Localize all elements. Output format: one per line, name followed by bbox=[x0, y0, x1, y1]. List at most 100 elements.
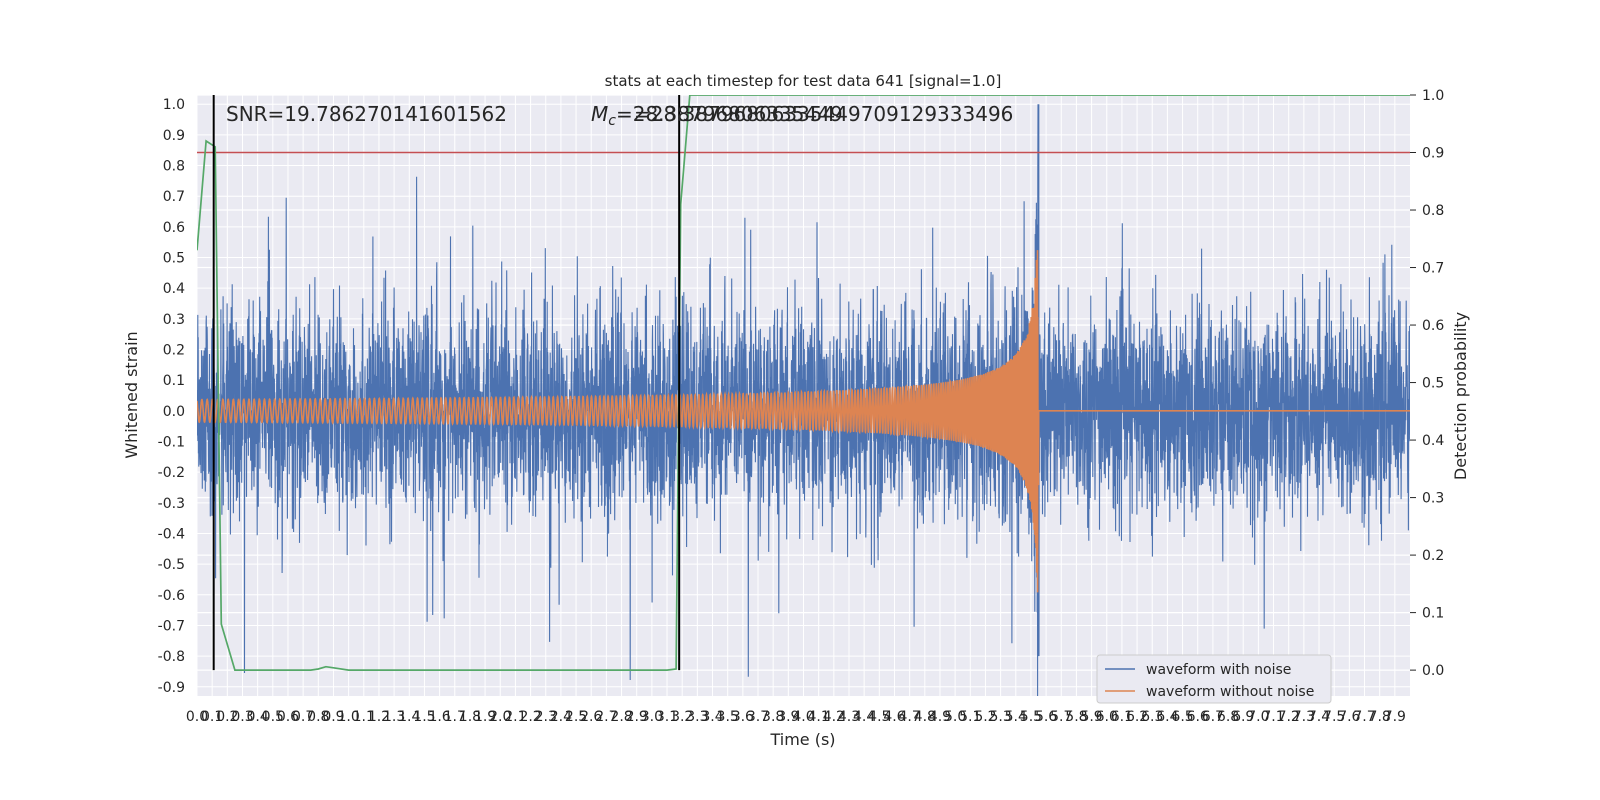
y-tick-label: 0.1 bbox=[163, 373, 185, 389]
x-tick-label: 1.8 bbox=[459, 709, 481, 725]
legend-box bbox=[1096, 654, 1332, 704]
x-tick-label: 0.0 bbox=[186, 709, 208, 725]
x-tick-label: 5.9 bbox=[1080, 709, 1102, 725]
y-tick-label: 0.5 bbox=[163, 251, 185, 267]
x-tick-label: 0.5 bbox=[262, 709, 284, 725]
x-tick-label: 3.0 bbox=[641, 709, 663, 725]
x-tick-label: 6.6 bbox=[1187, 709, 1209, 725]
x-tick-label: 1.1 bbox=[353, 709, 375, 725]
y2-axis-label: Detection probability bbox=[1451, 312, 1470, 480]
x-tick-label: 5.3 bbox=[989, 709, 1011, 725]
x-tick-label: 7.9 bbox=[1384, 709, 1406, 725]
x-tick-label: 1.7 bbox=[444, 709, 466, 725]
x-tick-label: 4.8 bbox=[914, 709, 936, 725]
mc-annotation-overlap: =28.38796806335449709129333496 bbox=[634, 102, 1013, 126]
series-detection-probability bbox=[197, 95, 1410, 671]
y-axis-label: Whitened strain bbox=[122, 331, 141, 458]
x-tick-label: 3.5 bbox=[717, 709, 739, 725]
series-waveform-without-noise bbox=[197, 250, 1410, 593]
x-tick-label: 5.5 bbox=[1020, 709, 1042, 725]
x-tick-label: 7.2 bbox=[1278, 709, 1300, 725]
x-tick-label: 4.7 bbox=[899, 709, 921, 725]
mc-value: =28.38796806335449 bbox=[616, 102, 843, 126]
x-tick-label: 7.5 bbox=[1323, 709, 1345, 725]
series-waveform-with-noise bbox=[197, 104, 1410, 696]
mc-annotation: Mc=28.38796806335449 bbox=[591, 102, 843, 129]
x-tick-label: 1.4 bbox=[398, 709, 420, 725]
y2-tick-label: 0.6 bbox=[1422, 318, 1444, 334]
x-tick-label: 4.6 bbox=[883, 709, 905, 725]
y2-tick-label: 1.0 bbox=[1422, 88, 1444, 104]
x-tick-label: 3.1 bbox=[656, 709, 678, 725]
x-tick-label: 4.4 bbox=[853, 709, 875, 725]
y-tick-label: 0.0 bbox=[163, 404, 185, 420]
x-tick-label: 2.2 bbox=[519, 709, 541, 725]
x-tick-label: 5.4 bbox=[1005, 709, 1027, 725]
x-tick-label: 1.2 bbox=[368, 709, 390, 725]
x-tick-label: 2.0 bbox=[489, 709, 511, 725]
y-tick-label: -0.4 bbox=[158, 526, 185, 542]
x-tick-label: 6.0 bbox=[1096, 709, 1118, 725]
y-tick-label: -0.1 bbox=[158, 434, 185, 450]
y-tick-label: 0.2 bbox=[163, 343, 185, 359]
x-tick-label: 0.1 bbox=[201, 709, 223, 725]
x-tick-label: 5.6 bbox=[1035, 709, 1057, 725]
x-tick-label: 7.4 bbox=[1308, 709, 1330, 725]
y2-tick-label: 0.3 bbox=[1422, 491, 1444, 507]
x-tick-label: 5.1 bbox=[959, 709, 981, 725]
x-tick-label: 0.3 bbox=[231, 709, 253, 725]
x-tick-label: 6.4 bbox=[1156, 709, 1178, 725]
x-tick-label: 5.8 bbox=[1065, 709, 1087, 725]
x-tick-label: 7.1 bbox=[1262, 709, 1284, 725]
x-tick-label: 7.8 bbox=[1369, 709, 1391, 725]
x-tick-label: 5.2 bbox=[974, 709, 996, 725]
x-tick-label: 1.5 bbox=[413, 709, 435, 725]
y2-tick-label: 0.9 bbox=[1422, 146, 1444, 162]
y2-tick-label: 0.0 bbox=[1422, 663, 1444, 679]
x-tick-label: 4.1 bbox=[808, 709, 830, 725]
x-tick-label: 2.3 bbox=[535, 709, 557, 725]
legend: waveform with noise waveform without noi… bbox=[1096, 654, 1332, 704]
x-tick-label: 6.9 bbox=[1232, 709, 1254, 725]
x-tick-label: 2.5 bbox=[565, 709, 587, 725]
x-tick-label: 0.6 bbox=[277, 709, 299, 725]
y-tick-label: -0.2 bbox=[158, 465, 185, 481]
chart-title: stats at each timestep for test data 641… bbox=[605, 72, 1002, 90]
x-tick-label: 6.2 bbox=[1126, 709, 1148, 725]
mc-symbol: M bbox=[591, 102, 608, 126]
mc-subscript: c bbox=[608, 113, 616, 129]
x-tick-label: 3.3 bbox=[686, 709, 708, 725]
legend-label-clean: waveform without noise bbox=[1146, 684, 1314, 700]
x-tick-label: 0.9 bbox=[322, 709, 344, 725]
x-tick-label: 3.7 bbox=[747, 709, 769, 725]
x-tick-label: 2.6 bbox=[580, 709, 602, 725]
x-tick-label: 4.9 bbox=[929, 709, 951, 725]
x-tick-label: 1.0 bbox=[337, 709, 359, 725]
x-tick-label: 3.8 bbox=[762, 709, 784, 725]
x-tick-label: 7.0 bbox=[1247, 709, 1269, 725]
x-tick-label: 4.5 bbox=[868, 709, 890, 725]
x-tick-label: 0.7 bbox=[292, 709, 314, 725]
y-tick-label: -0.7 bbox=[158, 618, 185, 634]
x-tick-label: 5.7 bbox=[1050, 709, 1072, 725]
x-axis-ticks: 0.00.10.20.30.40.50.60.70.80.91.01.11.21… bbox=[186, 709, 1406, 725]
x-tick-label: 6.5 bbox=[1171, 709, 1193, 725]
x-tick-label: 3.9 bbox=[777, 709, 799, 725]
x-tick-label: 2.9 bbox=[626, 709, 648, 725]
x-tick-label: 7.6 bbox=[1338, 709, 1360, 725]
y-tick-label: -0.5 bbox=[158, 557, 185, 573]
x-tick-label: 3.4 bbox=[701, 709, 723, 725]
y-tick-label: 1.0 bbox=[163, 97, 185, 113]
y-tick-label: -0.6 bbox=[158, 588, 185, 604]
y-tick-label: 0.3 bbox=[163, 312, 185, 328]
x-tick-label: 1.3 bbox=[383, 709, 405, 725]
x-tick-label: 4.3 bbox=[838, 709, 860, 725]
y-tick-label: -0.8 bbox=[158, 649, 185, 665]
y-tick-label: 0.4 bbox=[163, 281, 185, 297]
x-tick-label: 0.8 bbox=[307, 709, 329, 725]
x-tick-label: 2.8 bbox=[610, 709, 632, 725]
y-tick-label: 0.8 bbox=[163, 159, 185, 175]
x-tick-label: 2.4 bbox=[550, 709, 572, 725]
y-tick-label: -0.3 bbox=[158, 496, 185, 512]
